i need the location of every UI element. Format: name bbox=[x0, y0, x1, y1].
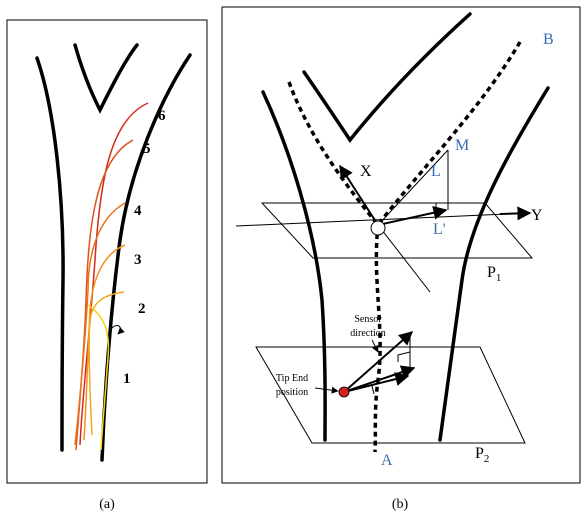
label-l: L bbox=[431, 163, 441, 180]
caption-b: (b) bbox=[392, 497, 409, 512]
label-y: Y bbox=[531, 207, 543, 224]
number-5: 5 bbox=[143, 141, 151, 157]
branch-v bbox=[304, 14, 470, 140]
l-vector bbox=[378, 150, 448, 225]
origin bbox=[371, 221, 385, 235]
number-1: 1 bbox=[123, 371, 131, 387]
label-sub: 1 bbox=[496, 272, 502, 284]
figure: 1 2 3 4 5 6 (a) B M L X Y L' A P1 P2 Sen… bbox=[0, 0, 588, 520]
right-wall bbox=[102, 55, 190, 460]
caption-a: (a) bbox=[99, 497, 115, 512]
label-l-prime: L' bbox=[433, 221, 446, 238]
label-text: P bbox=[475, 445, 484, 462]
sensor-direction-line: Sensor bbox=[354, 314, 382, 325]
number-2: 2 bbox=[138, 301, 146, 317]
centerline-right bbox=[378, 42, 520, 225]
panel-b-frame bbox=[222, 7, 580, 483]
label-sub: 2 bbox=[484, 453, 490, 465]
branch-v bbox=[75, 45, 137, 110]
tip-end-line: Tip End bbox=[276, 373, 308, 384]
tip-right-angle bbox=[372, 386, 374, 394]
left-wall bbox=[37, 58, 63, 450]
label-p1: P1 bbox=[487, 264, 501, 284]
panel-a-frame bbox=[7, 20, 207, 483]
sensor-pointer bbox=[372, 340, 378, 352]
label-m: M bbox=[455, 137, 469, 154]
number-6: 6 bbox=[158, 108, 166, 124]
label-a: A bbox=[381, 452, 393, 469]
number-3: 3 bbox=[134, 252, 142, 268]
y-axis-arrow bbox=[500, 213, 530, 214]
label-p2: P2 bbox=[475, 445, 489, 465]
number-4: 4 bbox=[134, 203, 142, 219]
label-x: X bbox=[360, 163, 372, 180]
x-axis-arrow bbox=[340, 166, 378, 225]
sensor-right-angle bbox=[398, 352, 410, 362]
tip-end bbox=[339, 387, 349, 397]
tip-end-line: position bbox=[276, 387, 308, 398]
label-b: B bbox=[543, 31, 554, 48]
rotation-arrow bbox=[112, 326, 120, 334]
sensor-direction-line: direction bbox=[350, 328, 386, 339]
label-text: P bbox=[487, 264, 496, 281]
